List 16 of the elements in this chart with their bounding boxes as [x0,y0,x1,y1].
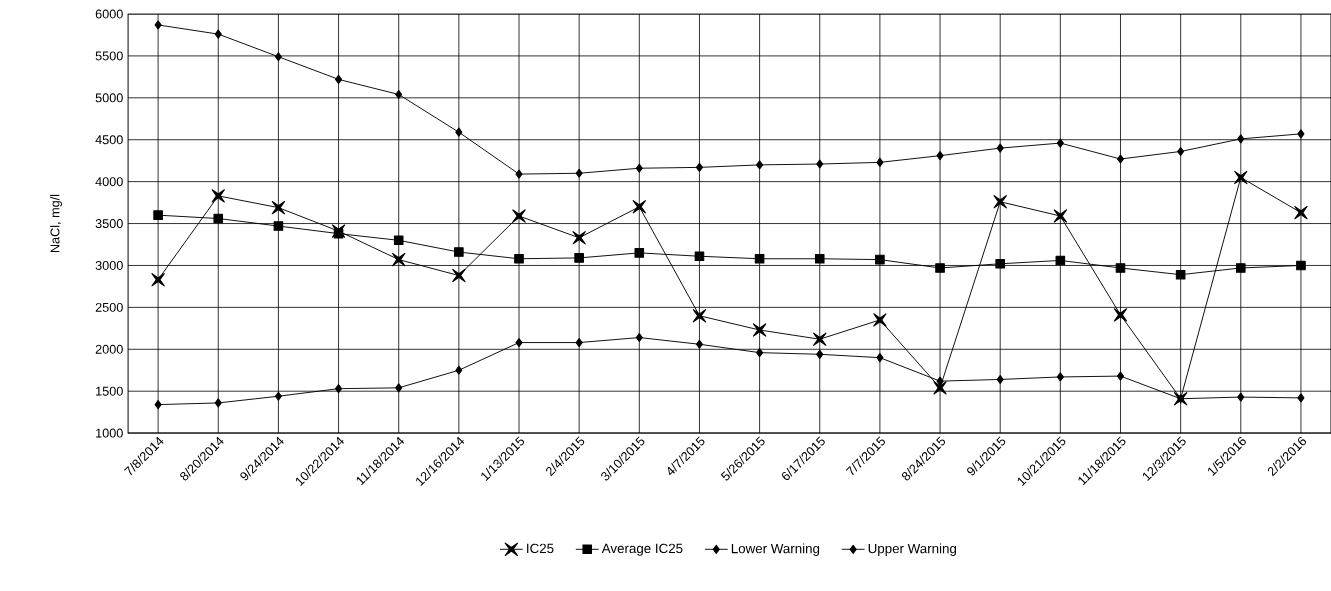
legend-label: Average IC25 [601,543,683,556]
y-tick-label: 2000 [95,344,123,354]
legend-label: IC25 [527,543,554,554]
legend-label: Lower Warning [731,543,820,556]
y-tick-label: 4500 [95,135,123,145]
y-tick-label: 6000 [95,9,123,19]
y-axis-title: NaCl, mg/l [50,194,62,253]
y-tick-label: 3500 [95,219,123,228]
y-tick-label: 1000 [96,428,123,438]
y-tick-label: 4000 [95,177,123,187]
y-tick-label: 5500 [95,51,123,61]
y-tick-label: 1500 [96,386,123,396]
y-tick-label: 2500 [95,302,123,312]
legend-label: Upper Warning [868,543,957,556]
y-tick-label: 3000 [95,260,123,270]
y-tick-label: 5000 [95,93,123,103]
